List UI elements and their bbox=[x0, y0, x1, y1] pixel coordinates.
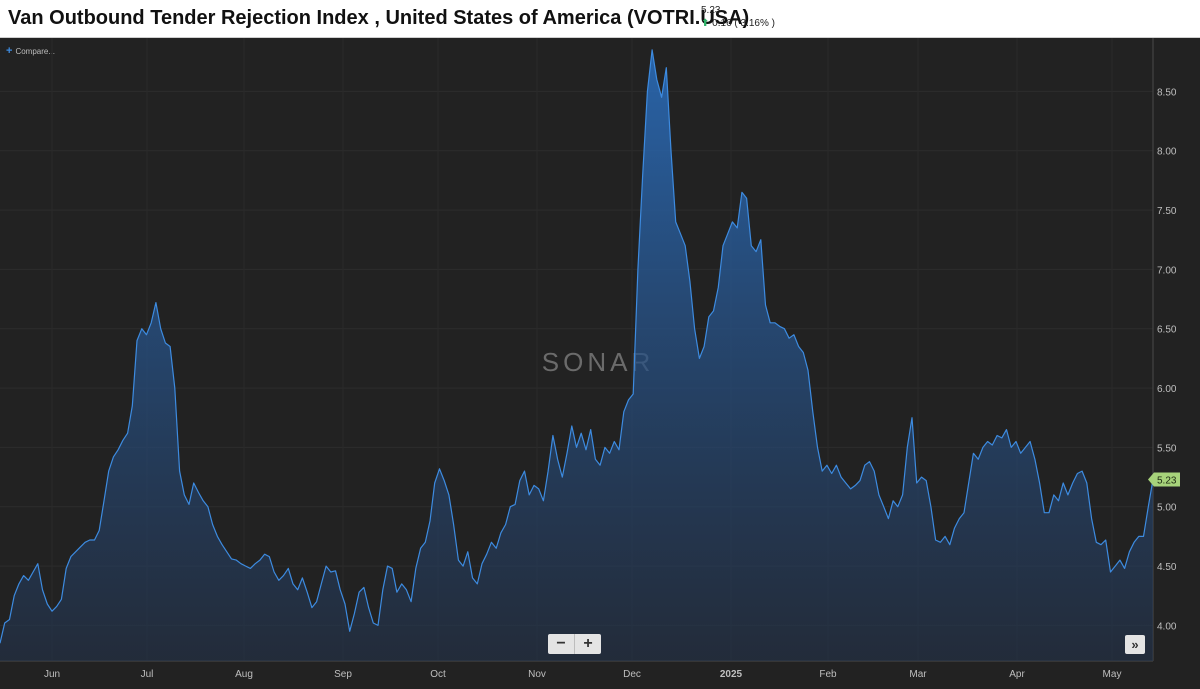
sonar-watermark: SONAR bbox=[542, 347, 654, 377]
series-line bbox=[0, 49, 1154, 644]
x-tick-label: May bbox=[1103, 669, 1122, 680]
x-tick-label: Feb bbox=[819, 669, 837, 680]
x-tick-label: Apr bbox=[1009, 669, 1025, 680]
x-tick-label: Nov bbox=[528, 669, 546, 680]
zoom-in-button[interactable]: + bbox=[583, 635, 593, 652]
y-tick-label: 5.50 bbox=[1157, 443, 1177, 454]
x-tick-label: Dec bbox=[623, 669, 641, 680]
x-tick-label: Jul bbox=[141, 669, 154, 680]
change-value: ⬆ 0.16 ( 3.16% ) bbox=[701, 18, 775, 30]
quote-box: 5.23 ⬆ 0.16 ( 3.16% ) bbox=[701, 5, 775, 30]
zoom-out-button[interactable]: − bbox=[556, 635, 566, 652]
chart-title: Van Outbound Tender Rejection Index , Un… bbox=[8, 7, 750, 29]
y-tick-label: 8.50 bbox=[1157, 87, 1177, 98]
compare-label: Compare... bbox=[15, 46, 56, 56]
last-value-tag bbox=[1148, 472, 1180, 487]
y-tick-label: 4.00 bbox=[1157, 621, 1177, 632]
y-tick-label: 4.50 bbox=[1157, 562, 1177, 573]
plus-icon: + bbox=[6, 45, 13, 57]
chart-header: Van Outbound Tender Rejection Index , Un… bbox=[0, 0, 1200, 38]
last-value-tag-label: 5.23 bbox=[1157, 475, 1177, 486]
x-tick-label: Oct bbox=[430, 669, 446, 680]
compare-button[interactable]: + Compare... bbox=[6, 45, 55, 57]
y-tick-label: 5.00 bbox=[1157, 503, 1177, 514]
y-tick-label: 6.00 bbox=[1157, 384, 1177, 395]
scroll-to-end-button[interactable]: » bbox=[1125, 635, 1145, 654]
change-text: 0.16 ( 3.16% ) bbox=[712, 18, 775, 29]
y-tick-label: 7.50 bbox=[1157, 206, 1177, 217]
y-tick-label: 8.00 bbox=[1157, 147, 1177, 158]
series-area bbox=[0, 49, 1153, 661]
y-tick-label: 7.00 bbox=[1157, 265, 1177, 276]
x-tick-label: Mar bbox=[909, 669, 927, 680]
x-tick-label: 2025 bbox=[720, 669, 743, 680]
zoom-divider bbox=[574, 634, 575, 654]
x-tick-label: Jun bbox=[44, 669, 60, 680]
up-arrow-icon: ⬆ bbox=[701, 18, 710, 29]
zoom-controls: − + bbox=[548, 634, 601, 654]
x-tick-label: Aug bbox=[235, 669, 253, 680]
y-tick-label: 6.50 bbox=[1157, 325, 1177, 336]
x-tick-label: Sep bbox=[334, 669, 352, 680]
last-value: 5.23 bbox=[701, 5, 721, 16]
